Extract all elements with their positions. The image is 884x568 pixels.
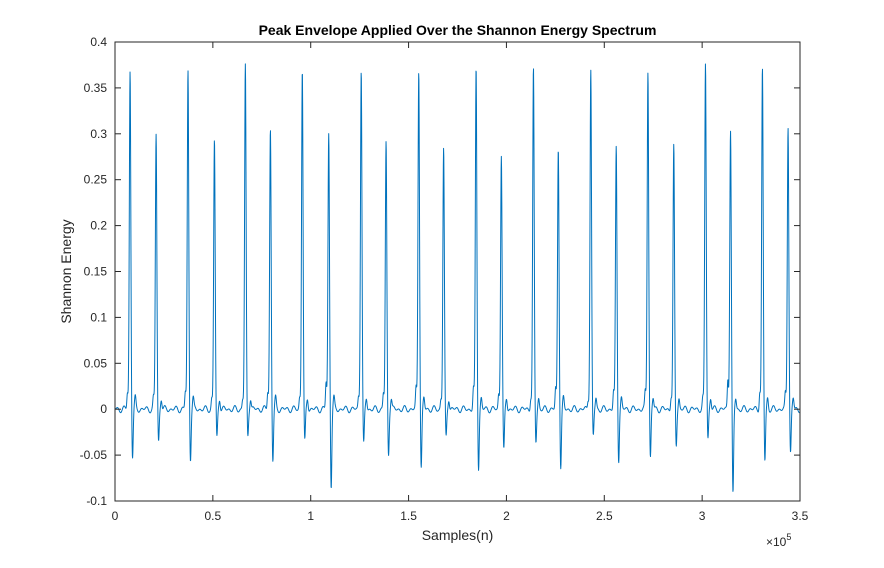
y-tick-label: 0 (100, 402, 107, 416)
x-tick-label: 2.5 (596, 509, 613, 523)
y-tick-label: 0.1 (90, 310, 107, 324)
plot-area (115, 42, 800, 501)
x-tick-label: 2 (503, 509, 510, 523)
y-tick-label: 0.2 (90, 219, 107, 233)
x-tick-label: 3.5 (792, 509, 809, 523)
x-tick-label: 0.5 (205, 509, 222, 523)
x-tick-label: 3 (699, 509, 706, 523)
y-tick-label: 0.15 (84, 265, 108, 279)
y-tick-label: -0.05 (80, 448, 108, 462)
y-tick-label: 0.35 (84, 81, 108, 95)
y-tick-label: 0.25 (84, 173, 108, 187)
x-exponent-power: 5 (786, 532, 791, 542)
y-tick-label: -0.1 (86, 494, 107, 508)
y-tick-label: 0.3 (90, 127, 107, 141)
x-axis-label: Samples(n) (422, 527, 494, 543)
x-tick-label: 1 (307, 509, 314, 523)
x-tick-label: 0 (112, 509, 119, 523)
x-tick-label: 1.5 (400, 509, 417, 523)
x-exponent-base: ×10 (766, 535, 787, 549)
y-tick-label: 0.4 (90, 35, 107, 49)
chart-title: Peak Envelope Applied Over the Shannon E… (259, 22, 657, 38)
y-axis-label: Shannon Energy (58, 219, 74, 323)
y-tick-label: 0.05 (84, 356, 108, 370)
